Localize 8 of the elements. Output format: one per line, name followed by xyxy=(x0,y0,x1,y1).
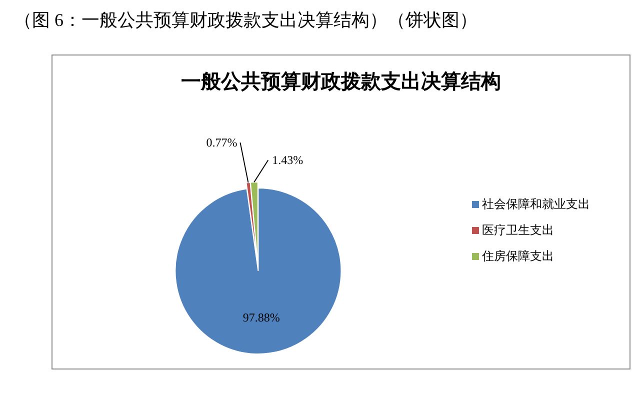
data-label: 97.88% xyxy=(242,310,280,325)
legend-label: 住房保障支出 xyxy=(481,249,554,263)
data-label: 0.77% xyxy=(206,136,238,150)
legend-label: 医疗卫生支出 xyxy=(482,223,554,237)
data-label: 1.43% xyxy=(272,153,304,168)
text: （图 6：一般公共预算财政拨款支出决算结构）（饼状图） xyxy=(14,10,478,30)
legend-label: 社会保障和就业支出 xyxy=(482,197,590,211)
chart-title: 一般公共预算财政拨款支出决算结构 xyxy=(181,71,501,93)
